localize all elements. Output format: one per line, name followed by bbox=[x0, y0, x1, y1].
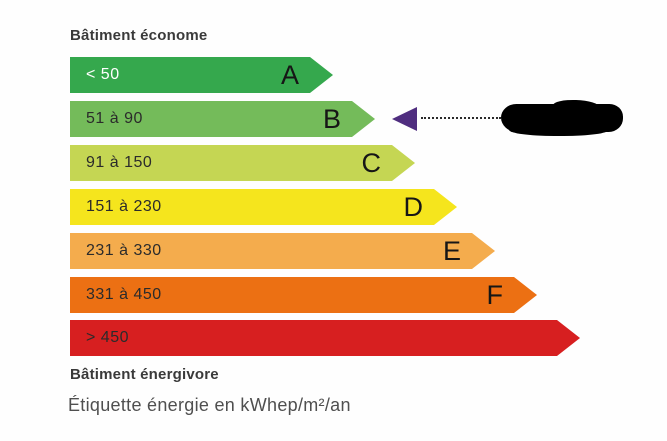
energy-class-letter-d: D bbox=[403, 191, 423, 222]
energy-bar-g: > 450 bbox=[70, 320, 580, 356]
energy-bar-c: 91 à 150 C bbox=[70, 145, 415, 181]
energy-range-f: 331 à 450 bbox=[86, 286, 162, 303]
energy-class-letter-b: B bbox=[322, 103, 341, 134]
energy-bar-f: 331 à 450 F bbox=[70, 277, 537, 313]
energy-range-a: < 50 bbox=[86, 66, 120, 83]
energy-bar-a: < 50 A bbox=[70, 57, 333, 93]
energy-range-g: > 450 bbox=[86, 329, 129, 346]
energy-bar-b: 51 à 90 B bbox=[70, 101, 375, 137]
energy-range-d: 151 à 230 bbox=[86, 198, 162, 215]
energy-label-caption: Étiquette énergie en kWhep/m²/an bbox=[68, 395, 351, 415]
header-batiment-econome: Bâtiment économe bbox=[70, 27, 208, 44]
energy-class-letter-c: C bbox=[361, 147, 381, 178]
energy-class-letter-a: A bbox=[280, 59, 299, 90]
energy-bar-e: 231 à 330 E bbox=[70, 233, 495, 269]
header-batiment-energivore: Bâtiment énergivore bbox=[70, 366, 219, 383]
redacted-value-blob bbox=[501, 104, 623, 136]
energy-class-letter-f: F bbox=[486, 279, 503, 310]
energy-range-b: 51 à 90 bbox=[86, 110, 143, 127]
selected-class-arrow-icon bbox=[392, 107, 417, 131]
energy-range-e: 231 à 330 bbox=[86, 242, 162, 259]
energy-bar-d: 151 à 230 D bbox=[70, 189, 457, 225]
energy-range-c: 91 à 150 bbox=[86, 154, 153, 171]
energy-class-letter-e: E bbox=[442, 235, 461, 266]
dotted-connector-line bbox=[421, 117, 501, 119]
